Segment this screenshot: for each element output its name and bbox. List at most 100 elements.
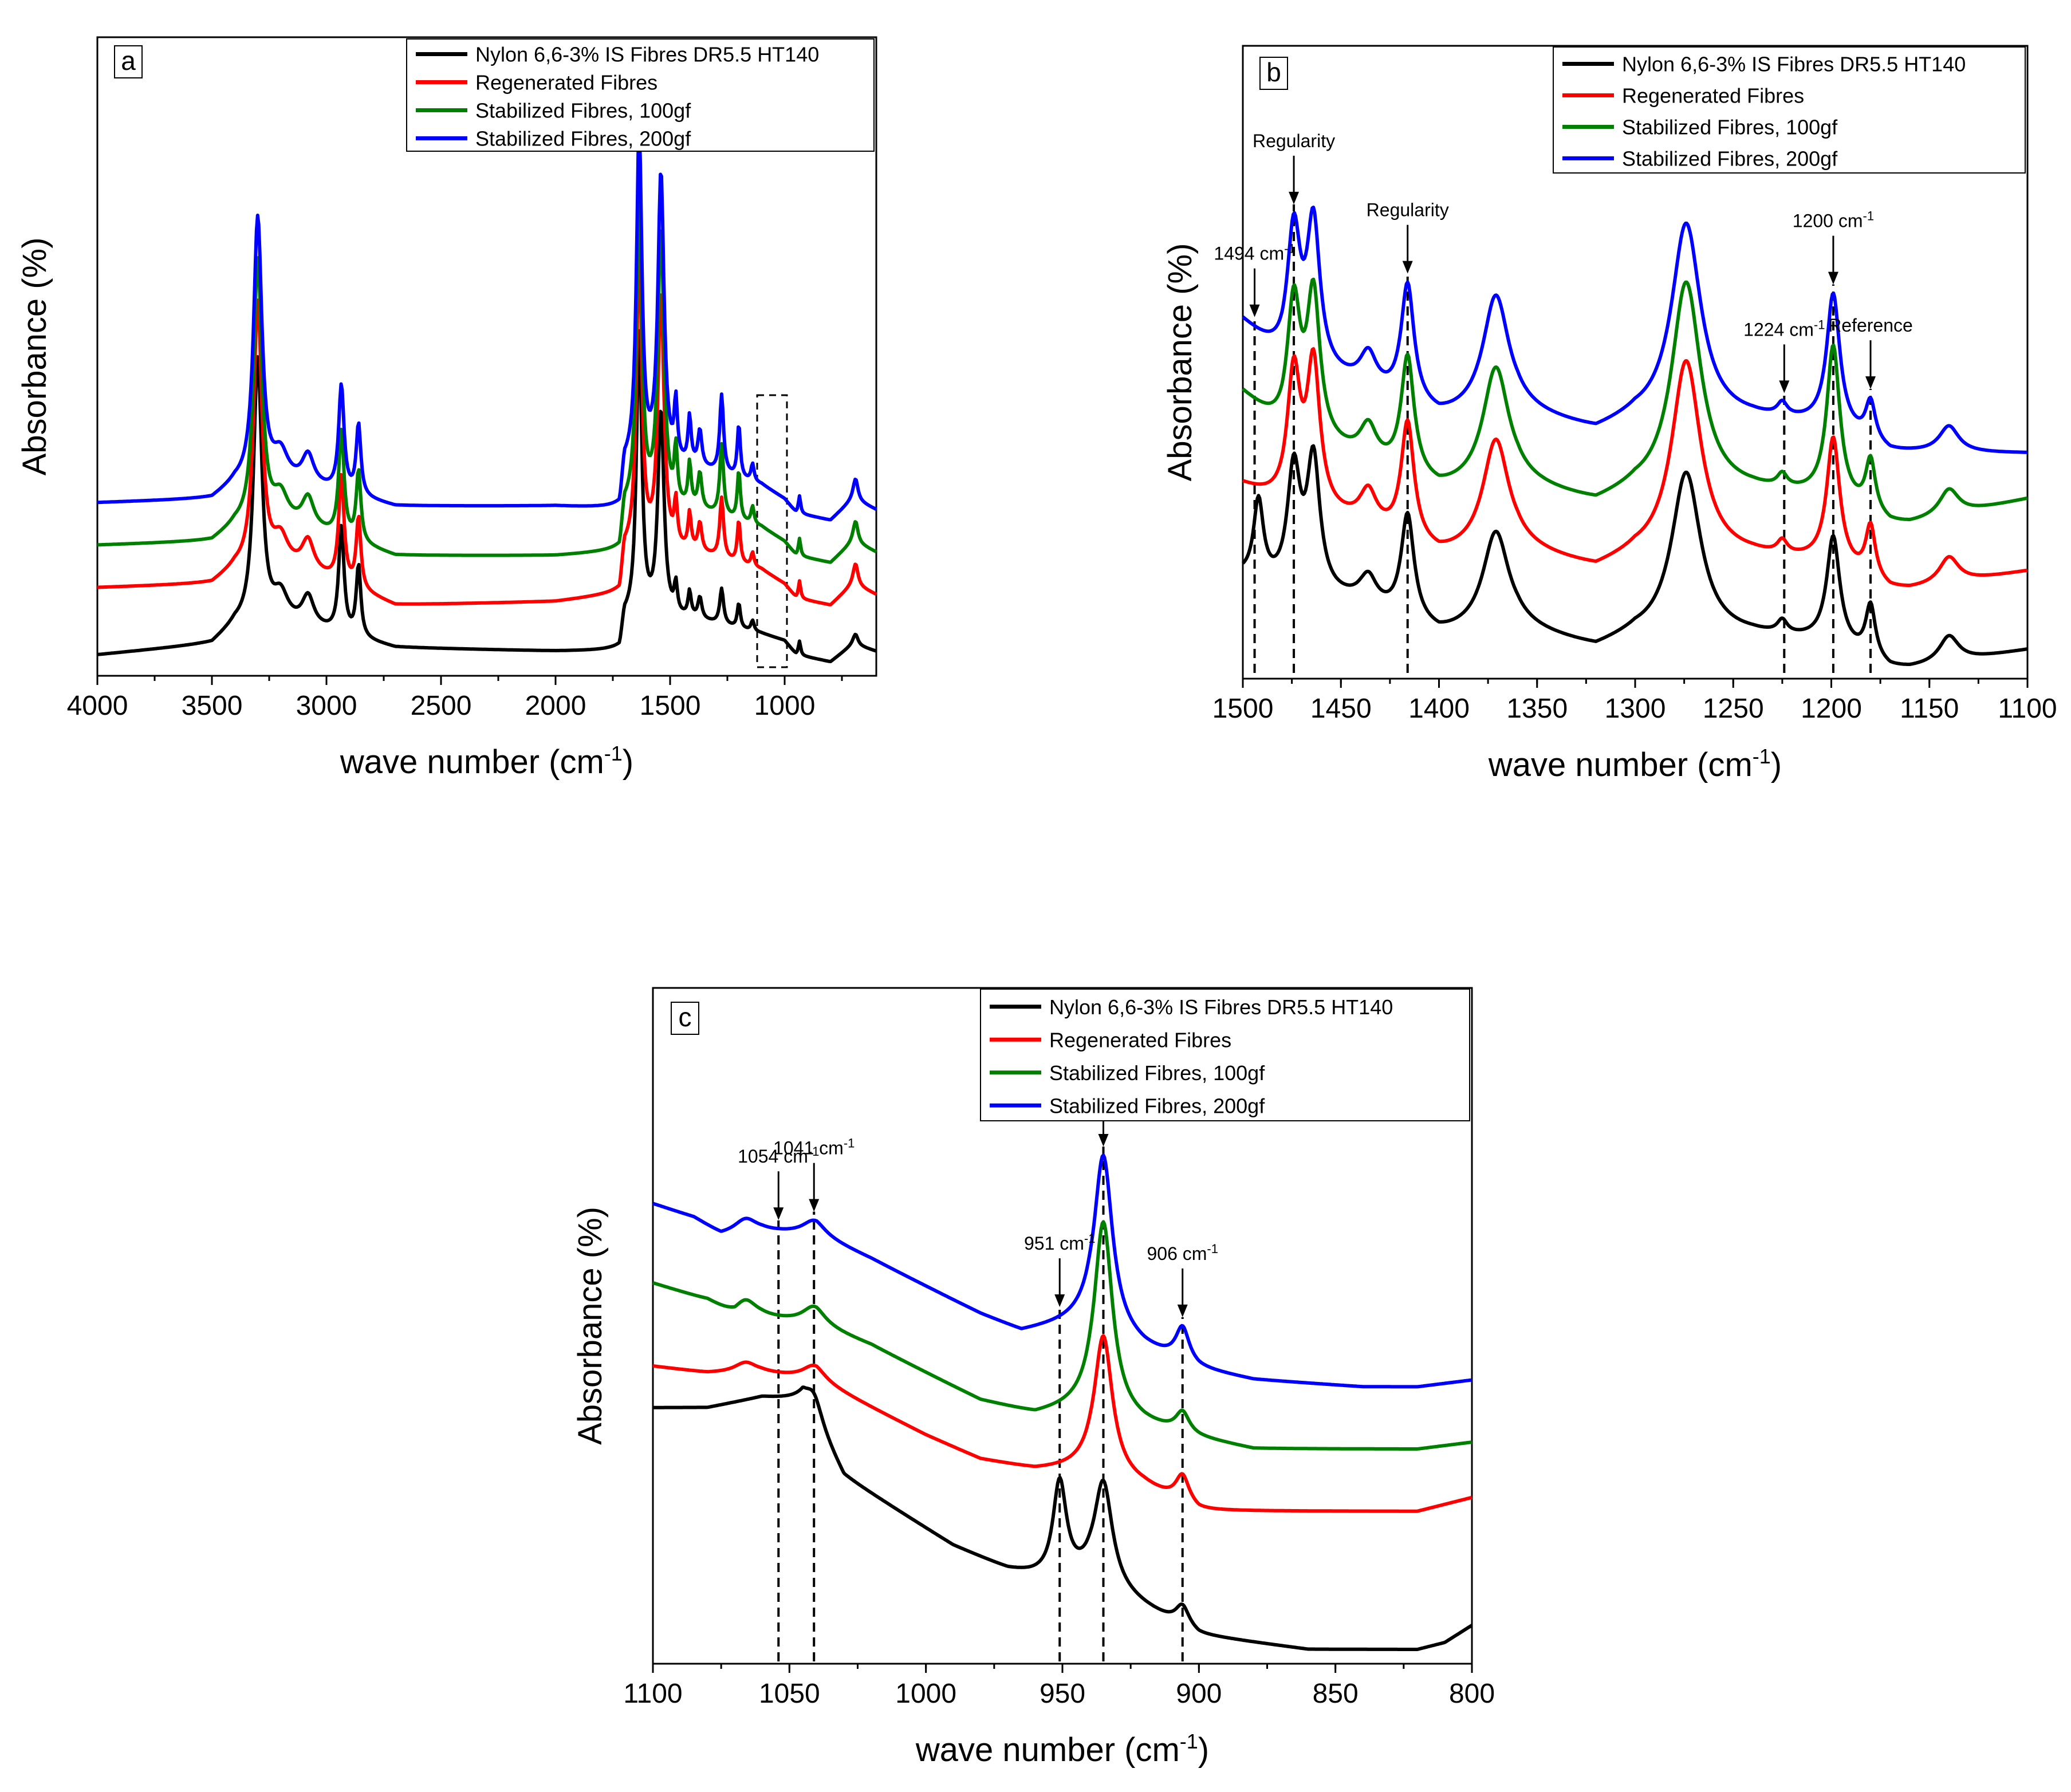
annotation-label-5: Reference: [1828, 315, 1913, 336]
annotation-label-2: 951 cm-1: [1024, 1231, 1096, 1254]
x-tick-label: 950: [1040, 1679, 1085, 1709]
y-axis-label: Absorbance (%): [1162, 243, 1199, 482]
x-tick-label: 850: [1313, 1679, 1359, 1709]
legend-entry-0: Nylon 6,6-3% IS Fibres DR5.5 HT140: [1622, 53, 1966, 76]
legend-entry-1: Regenerated Fibres: [475, 71, 657, 94]
legend-entry-3: Stabilized Fibres, 200gf: [1049, 1094, 1265, 1117]
x-tick-label: 4000: [67, 691, 128, 721]
panel-letter: b: [1266, 57, 1281, 87]
x-tick-label: 1500: [1212, 694, 1274, 724]
x-tick-label: 1100: [1998, 694, 2057, 724]
x-tick-label: 800: [1449, 1679, 1495, 1709]
annotation-label-main: 1041 cm: [773, 1138, 844, 1159]
annotation-label-main: 906 cm: [1147, 1243, 1207, 1264]
legend-entry-3: Stabilized Fibres, 200gf: [475, 127, 691, 151]
series-line-1: [652, 1334, 1472, 1513]
annotation-arrowhead-1: [809, 1199, 820, 1212]
x-axis-label: wave number (cm-1): [915, 1730, 1209, 1769]
series-line-0: [96, 329, 877, 663]
annotation-label-sup: -1: [808, 1144, 820, 1159]
x-tick-label: 1500: [640, 691, 701, 721]
panel-letter-box: [114, 45, 143, 78]
annotation-label-main: 1224 cm: [1743, 319, 1814, 340]
series-line-0: [652, 1385, 1473, 1651]
x-tick-label: 1400: [1408, 694, 1470, 724]
series-line-2: [652, 1220, 1472, 1451]
legend: Nylon 6,6-3% IS Fibres DR5.5 HT140 Regene…: [980, 988, 1470, 1121]
annotation-label-0: 1494 cm-1: [1214, 242, 1295, 264]
x-tick-label: 1300: [1605, 694, 1666, 724]
annotation-label-main: 951 cm: [1024, 1233, 1084, 1254]
legend-entry-2: Stabilized Fibres, 100gf: [475, 99, 691, 123]
zoom-region-box: [756, 394, 788, 668]
chart-panel-a: 4000 3500 3000 2500 2000 1500 1000 wave number …: [16, 36, 877, 781]
x-axis-label-sup: -1: [1180, 1730, 1198, 1753]
x-tick-label: 900: [1176, 1679, 1222, 1709]
series-line-2: [96, 182, 877, 564]
annotation-label-main: Regularity: [1253, 131, 1335, 151]
annotation-label-main: Regularity: [1367, 200, 1449, 220]
x-axis-label-sup: -1: [1753, 745, 1771, 768]
annotation-label-sup: -1: [1084, 1231, 1096, 1246]
annotation-arrowhead-5: [1865, 376, 1876, 389]
legend-entry-2: Stabilized Fibres, 100gf: [1049, 1061, 1265, 1085]
x-axis-label-main: wave number (cm: [340, 743, 604, 781]
x-axis-label-sup: -1: [604, 742, 623, 765]
x-tick-label: 1250: [1703, 694, 1764, 724]
y-axis-label: Absorbance (%): [572, 1207, 609, 1445]
legend-box: [1553, 46, 2026, 174]
annotation-arrowhead-4: [1177, 1304, 1188, 1317]
legend: Nylon 6,6-3% IS Fibres DR5.5 HT140 Regene…: [406, 38, 875, 152]
annotation-label-sup: -1: [844, 1136, 855, 1151]
legend: Nylon 6,6-3% IS Fibres DR5.5 HT140 Regene…: [1553, 46, 2026, 174]
x-tick-label: 3000: [296, 691, 357, 721]
annotation-label-4: 906 cm-1: [1147, 1242, 1218, 1264]
series-line-3: [1242, 206, 2028, 454]
annotation-arrowhead-1: [1289, 191, 1300, 204]
legend-entry-1: Regenerated Fibres: [1049, 1028, 1231, 1051]
x-axis-label: wave number (cm-1): [340, 742, 633, 781]
annotation-label-sup: -1: [1207, 1242, 1218, 1256]
x-tick-label: 1000: [754, 691, 816, 721]
legend-entry-0: Nylon 6,6-3% IS Fibres DR5.5 HT140: [1049, 995, 1393, 1019]
series-line-1: [96, 242, 877, 606]
annotation-label-sup: -1: [1814, 317, 1825, 332]
panel-letter-box: [1259, 57, 1288, 90]
legend-box: [980, 988, 1470, 1121]
annotation-arrowhead-2: [1054, 1294, 1065, 1307]
series-line-1: [1242, 347, 2028, 587]
annotation-arrowhead-3: [1098, 1134, 1109, 1147]
x-axis-label-close: ): [1198, 1731, 1209, 1769]
panel-letter: a: [121, 46, 136, 76]
legend-entry-2: Stabilized Fibres, 100gf: [1622, 116, 1838, 139]
annotation-label-0: 1054 cm-1: [738, 1144, 819, 1167]
legend-entry-3: Stabilized Fibres, 200gf: [1622, 147, 1838, 171]
annotation-label-1: 1041 cm-1: [773, 1136, 855, 1159]
x-tick-label: 1450: [1310, 694, 1372, 724]
annotation-label-2: Regularity: [1367, 200, 1449, 220]
annotation-arrowhead-0: [773, 1207, 784, 1220]
panel-letter-box: [671, 1002, 699, 1035]
series-line-3: [652, 1153, 1472, 1389]
x-axis-label-close: ): [1771, 746, 1782, 783]
legend-entry-0: Nylon 6,6-3% IS Fibres DR5.5 HT140: [475, 43, 819, 66]
annotation-arrowhead-3: [1779, 380, 1790, 393]
x-tick-label: 1150: [1900, 694, 1959, 724]
panel-letter: c: [679, 1002, 692, 1032]
y-axis-label: Absorbance (%): [16, 238, 53, 476]
series-line-0: [1241, 444, 2028, 666]
legend-entry-1: Regenerated Fibres: [1622, 84, 1804, 108]
annotation-arrowhead-0: [1249, 304, 1260, 317]
annotation-arrowhead-4: [1828, 271, 1838, 285]
x-tick-label: 3500: [182, 691, 243, 721]
series-line-2: [1242, 277, 2028, 521]
annotation-label-main: 1054 cm: [738, 1146, 808, 1167]
x-tick-label: 1050: [759, 1679, 820, 1709]
x-axis-label-main: wave number (cm: [915, 1731, 1180, 1769]
x-tick-label: 1350: [1506, 694, 1568, 724]
annotation-label-4: 1200 cm-1: [1793, 209, 1874, 231]
legend-box: [406, 38, 875, 152]
